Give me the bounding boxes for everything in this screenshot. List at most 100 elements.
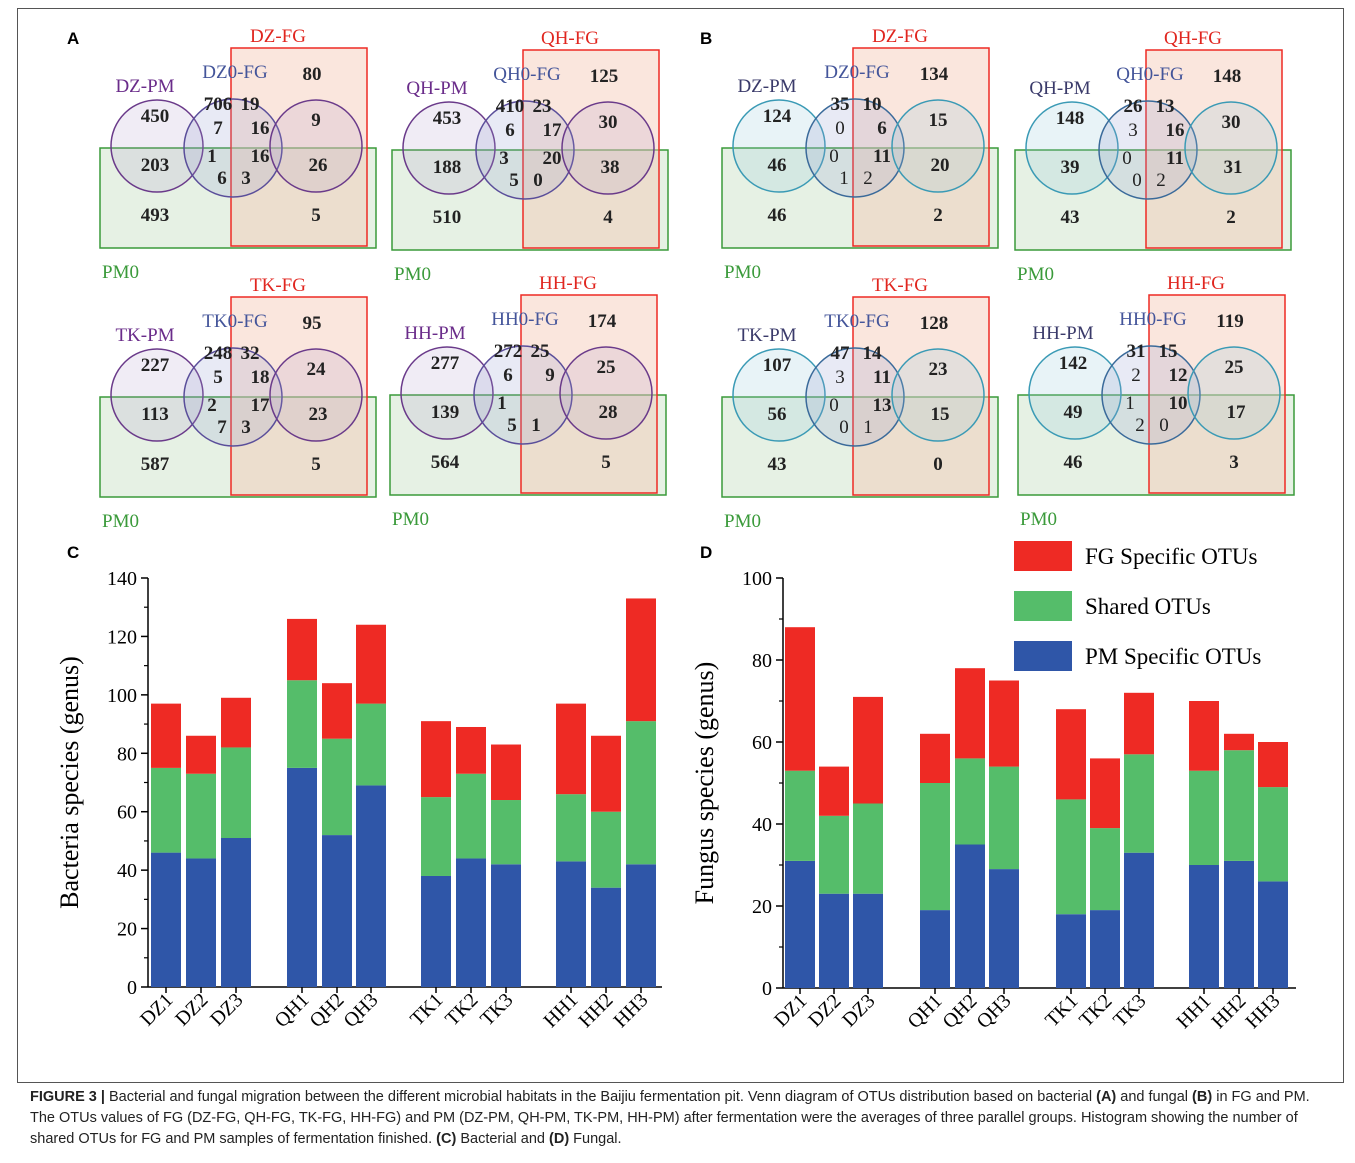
bar-qh3-shared xyxy=(989,766,1019,870)
panel-label-d: D xyxy=(700,543,712,562)
venn-count: 23 xyxy=(309,404,328,425)
venn-pm0-rect xyxy=(389,394,667,496)
venn-count: 5 xyxy=(601,452,611,473)
venn-fg-label: HH-FG xyxy=(539,273,597,294)
venn-count: 6 xyxy=(877,118,887,139)
bar-hh2-pm xyxy=(591,887,621,987)
venn-count: 2 xyxy=(1131,365,1141,386)
bar-qh2-shared xyxy=(322,738,352,836)
venn-count: 125 xyxy=(590,66,619,87)
venn-fg-circle xyxy=(269,348,363,442)
venn-count: 3 xyxy=(499,148,509,169)
venn-mid-label: DZ0-FG xyxy=(202,62,268,83)
venn-count: 3 xyxy=(1128,120,1138,141)
bar-tk2-pm xyxy=(456,858,486,987)
venn-pm-circle xyxy=(1028,346,1122,440)
bar-dz2-fg xyxy=(819,766,849,816)
venn-count: 0 xyxy=(933,454,943,475)
bar-hh3-shared xyxy=(626,721,656,865)
venn-pm-label: TK-PM xyxy=(115,325,174,346)
venn-count: 46 xyxy=(768,155,787,176)
venn-pm0-label: PM0 xyxy=(392,509,429,530)
venn-count: 5 xyxy=(311,454,321,475)
venn-count: 49 xyxy=(1064,402,1083,423)
venn-count: 1 xyxy=(863,417,873,438)
venn-count: 7 xyxy=(213,118,223,139)
bar-tk3-shared xyxy=(491,800,521,865)
venn-count: 28 xyxy=(599,402,618,423)
venn-count: 15 xyxy=(929,110,948,131)
venn-count: 5 xyxy=(213,367,223,388)
bar-qh1-shared xyxy=(287,680,317,768)
venn-count: 128 xyxy=(920,313,949,334)
venn-pm-circle xyxy=(402,101,496,195)
caption-lead: FIGURE 3 | xyxy=(30,1089,105,1105)
venn-a-qh: QH-FG QH-PM QH0-FG PM0 453 410 23 125 6 17 30 188 3 2… xyxy=(391,28,669,285)
y-tick-label: 0 xyxy=(127,977,137,999)
venn-pm0-label: PM0 xyxy=(394,264,431,285)
venn-count: 3 xyxy=(1229,452,1239,473)
venn-count: 11 xyxy=(1166,148,1184,169)
venn-pm-label: DZ-PM xyxy=(115,76,174,97)
venn-count: 43 xyxy=(768,454,787,475)
venn-count: 24 xyxy=(307,359,327,380)
bar-tk1-shared xyxy=(421,797,451,876)
venn-pm0-label: PM0 xyxy=(724,262,761,283)
venn-count: 38 xyxy=(601,157,620,178)
venn-count: 46 xyxy=(1064,452,1083,473)
legend-swatch-shared xyxy=(1014,591,1072,621)
bar-qh2-pm xyxy=(955,844,985,988)
venn-count: 31 xyxy=(1224,157,1243,178)
venn-pm-circle xyxy=(110,99,204,193)
venn-count: 26 xyxy=(309,155,328,176)
venn-count: 139 xyxy=(431,402,460,423)
venn-pm0-rect xyxy=(1017,394,1295,496)
venn-count: 0 xyxy=(533,170,543,191)
venn-count: 1 xyxy=(531,415,541,436)
venn-pm-circle xyxy=(110,348,204,442)
venn-count: 23 xyxy=(929,359,948,380)
venn-count: 15 xyxy=(1159,341,1178,362)
venn-count: 2 xyxy=(863,168,873,189)
venn-pm-circle xyxy=(732,99,826,193)
bar-hh2-fg xyxy=(591,735,621,812)
venn-pm0-label: PM0 xyxy=(724,511,761,532)
bar-tk3-fg xyxy=(1124,692,1154,755)
venn-count: 13 xyxy=(873,395,892,416)
venn-count: 0 xyxy=(1132,170,1142,191)
venn-pm0-label: PM0 xyxy=(102,262,139,283)
venn-count: 2 xyxy=(1226,207,1236,228)
venn-fg-rect xyxy=(230,296,368,496)
caption-ref-b: (B) xyxy=(1192,1089,1213,1105)
venn-fg-rect xyxy=(522,49,660,249)
legend-swatch-fg xyxy=(1014,541,1072,571)
bar-dz1-fg xyxy=(151,703,181,768)
venn-count: 10 xyxy=(1169,393,1188,414)
venn-b-hh: HH-FG HH-PM HH0-FG PM0 142 31 15 119 2 12 25 49 1 10 1… xyxy=(1017,273,1295,530)
venn-b-dz: DZ-FG DZ-PM DZ0-FG PM0 124 35 10 134 0 6 15 46 0 11 20… xyxy=(721,26,999,283)
venn-count: 35 xyxy=(831,94,850,115)
bar-tk2-shared xyxy=(1090,828,1120,911)
bar-dz3-fg xyxy=(853,696,883,804)
legend-swatch-pm xyxy=(1014,641,1072,671)
venn-count: 25 xyxy=(531,341,550,362)
venn-count: 10 xyxy=(863,94,882,115)
venn-count: 25 xyxy=(1225,357,1244,378)
venn-count: 30 xyxy=(599,112,618,133)
bar-qh1-pm xyxy=(920,910,950,988)
bar-hh2-fg xyxy=(1224,733,1254,751)
bar-hh1-fg xyxy=(556,703,586,795)
bar-dz1-pm xyxy=(151,852,181,987)
venn-count: 564 xyxy=(431,452,460,473)
venn-pm0-label: PM0 xyxy=(1017,264,1054,285)
venn-count: 17 xyxy=(1227,402,1247,423)
venn-count: 272 xyxy=(494,341,523,362)
bar-hh3-fg xyxy=(1258,742,1288,788)
venn-pm0-label: PM0 xyxy=(102,511,139,532)
venn-count: 32 xyxy=(241,343,260,364)
bar-dz1-fg xyxy=(785,627,815,771)
bar-tk3-shared xyxy=(1124,754,1154,853)
